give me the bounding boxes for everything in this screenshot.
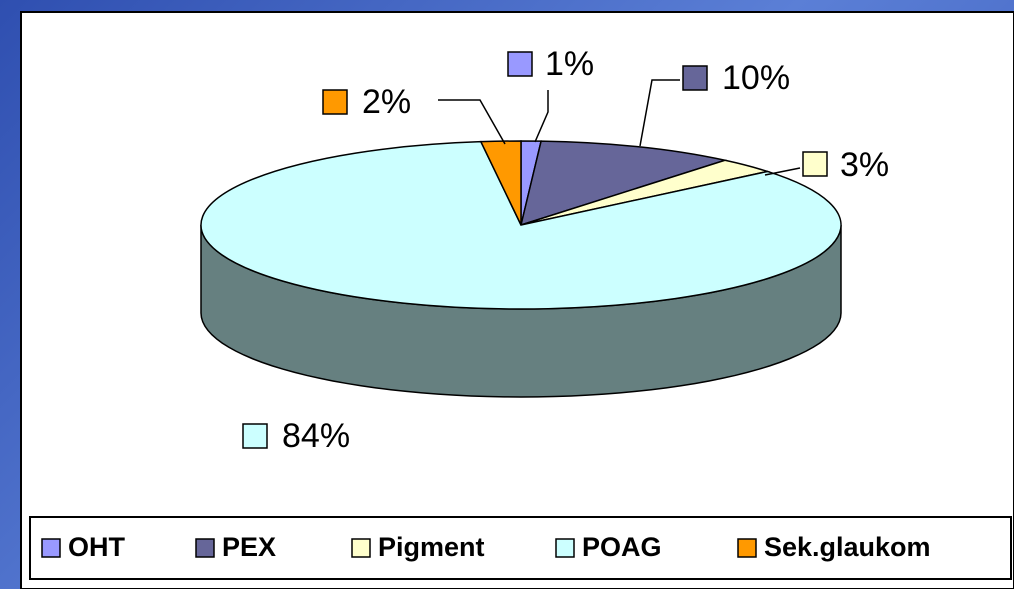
leader-line <box>764 167 801 176</box>
leader-line <box>534 90 549 143</box>
data-label: 2% <box>362 83 411 121</box>
data-label: 1% <box>545 45 594 83</box>
legend-swatch <box>555 538 575 558</box>
legend-swatch <box>351 538 371 558</box>
data-label: 84% <box>282 417 350 455</box>
label-swatch <box>682 65 708 91</box>
legend-box <box>29 516 1012 580</box>
label-swatch <box>507 51 533 77</box>
label-swatch <box>322 89 348 115</box>
legend-label: Pigment <box>378 532 485 562</box>
data-label: 3% <box>840 146 889 184</box>
slice <box>519 140 728 227</box>
legend-label: OHT <box>68 532 126 562</box>
legend-swatch <box>41 538 61 558</box>
label-swatch <box>802 151 828 177</box>
leader-line <box>438 99 506 145</box>
legend-label: POAG <box>582 532 662 562</box>
data-label: 10% <box>722 59 790 97</box>
legend-swatch <box>737 538 757 558</box>
slice <box>200 140 842 310</box>
legend-swatch <box>195 538 215 558</box>
label-swatch <box>242 423 268 449</box>
legend-label: PEX <box>222 532 276 562</box>
legend-label: Sek.glaukom <box>764 532 931 562</box>
slice <box>479 140 522 226</box>
leader-line <box>639 79 680 147</box>
